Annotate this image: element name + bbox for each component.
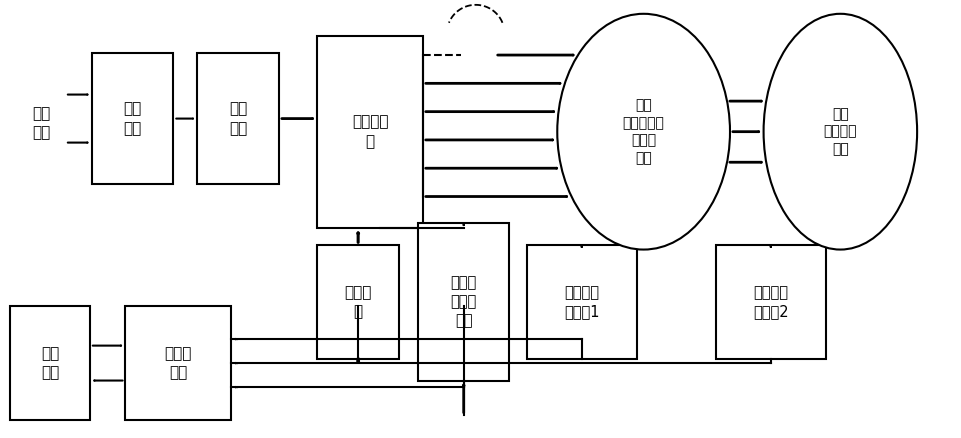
Bar: [317, 35, 423, 228]
Text: 绕组电
流采集
电路: 绕组电 流采集 电路: [451, 275, 477, 328]
Text: 隔离驱
动: 隔离驱 动: [344, 285, 372, 319]
Bar: [11, 306, 90, 420]
Bar: [418, 223, 509, 381]
Bar: [92, 53, 173, 184]
Text: 滤波
电容: 滤波 电容: [229, 102, 247, 136]
Text: 整流
电路: 整流 电路: [124, 102, 142, 136]
Text: 人机
接口: 人机 接口: [41, 346, 60, 380]
Bar: [197, 53, 279, 184]
Text: 转子位置
角检测2: 转子位置 角检测2: [753, 285, 789, 319]
Text: 六相逆变
器: 六相逆变 器: [352, 115, 388, 149]
Text: 交流
电压: 交流 电压: [32, 106, 50, 140]
Bar: [126, 306, 231, 420]
Text: 六相
对称绕组永
磁同步
电机: 六相 对称绕组永 磁同步 电机: [623, 98, 665, 166]
Text: 中央控
制器: 中央控 制器: [164, 346, 192, 380]
Bar: [527, 245, 637, 359]
Bar: [716, 245, 825, 359]
Ellipse shape: [764, 14, 917, 250]
Text: 转子位置
角检测1: 转子位置 角检测1: [564, 285, 600, 319]
Text: 三相
永磁同步
电机: 三相 永磁同步 电机: [824, 107, 857, 156]
Bar: [317, 245, 399, 359]
Ellipse shape: [557, 14, 730, 250]
